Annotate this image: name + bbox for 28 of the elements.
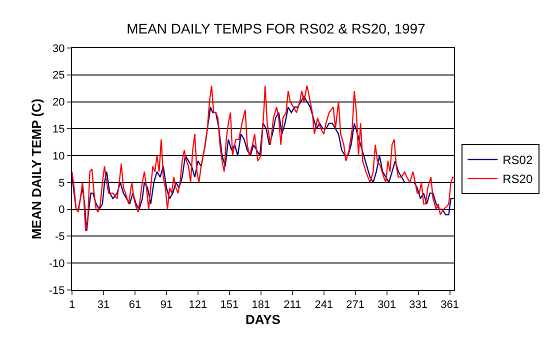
- legend-label: RS02: [502, 153, 533, 168]
- x-tick-label: 361: [440, 299, 459, 312]
- x-tick-label: 1: [68, 299, 76, 312]
- legend-label: RS20: [502, 172, 533, 186]
- x-tick-label: 181: [252, 299, 270, 312]
- x-tick-label: 61: [128, 299, 142, 312]
- x-tick-label: 271: [346, 299, 365, 312]
- y-axis-title: MEAN DAILY TEMP (C): [28, 98, 44, 240]
- x-tick-label: 91: [160, 299, 173, 312]
- x-tick-label: 121: [188, 299, 208, 312]
- x-tick-label: 241: [314, 299, 334, 312]
- y-tick-label: -5: [55, 231, 65, 244]
- x-tick-label: 211: [284, 299, 302, 312]
- y-tick-label: 25: [52, 70, 65, 82]
- x-tick-label: 151: [220, 299, 239, 312]
- y-tick-label: 30: [52, 42, 65, 55]
- y-tick-label: 15: [52, 124, 65, 136]
- y-tick-label: 0: [58, 204, 65, 216]
- y-tick-label: -15: [48, 284, 65, 297]
- y-tick-label: -10: [48, 258, 65, 270]
- x-axis-title: DAYS: [246, 312, 281, 327]
- y-tick-label: 20: [52, 96, 65, 109]
- x-tick-label: 331: [409, 299, 428, 312]
- x-tick-label: 31: [97, 299, 110, 312]
- x-tick-label: 301: [378, 299, 396, 312]
- y-tick-label: 5: [58, 177, 65, 190]
- y-tick-label: 10: [52, 150, 65, 162]
- chart-title: MEAN DAILY TEMPS FOR RS02 & RS20, 1997: [126, 20, 426, 36]
